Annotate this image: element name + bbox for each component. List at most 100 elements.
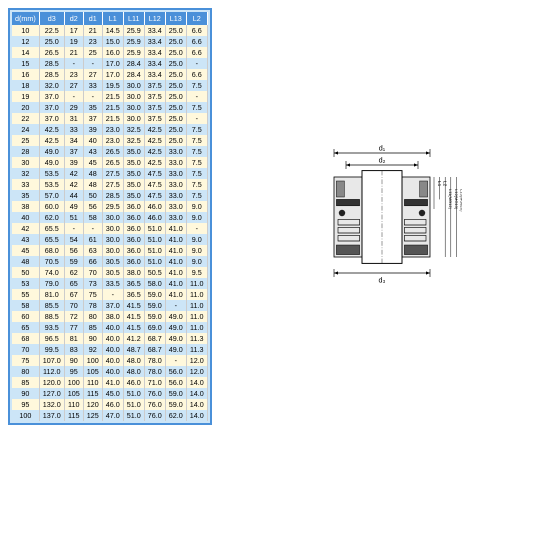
table-cell: 46.0 <box>123 377 144 388</box>
table-cell: 27.5 <box>102 179 123 190</box>
table-cell: 54 <box>64 234 83 245</box>
table-cell: 35.0 <box>123 146 144 157</box>
table-cell: 23.0 <box>102 135 123 146</box>
table-cell: - <box>186 58 207 69</box>
table-cell: 30.0 <box>123 91 144 102</box>
table-cell: 17.0 <box>102 69 123 80</box>
table-cell: 107.0 <box>39 355 64 366</box>
table-cell: 51.0 <box>144 256 165 267</box>
table-cell: 11.3 <box>186 333 207 344</box>
table-row: 1628.5232717.028.433.425.06.6 <box>12 69 207 80</box>
table-cell: 7.5 <box>186 179 207 190</box>
table-cell: 41.5 <box>123 311 144 322</box>
table-cell: 76.0 <box>144 388 165 399</box>
table-cell: 59.0 <box>165 399 186 410</box>
table-cell: 68.0 <box>39 245 64 256</box>
table-cell: 9.0 <box>186 234 207 245</box>
table-cell: 25.0 <box>165 124 186 135</box>
label-d1: d₁ <box>379 143 386 152</box>
table-cell: 65 <box>64 278 83 289</box>
table-cell: 33.4 <box>144 69 165 80</box>
table-cell: 48 <box>83 179 102 190</box>
table-row: 75107.09010040.048.078.0-12.0 <box>12 355 207 366</box>
table-row: 2442.5333923.032.542.525.07.5 <box>12 124 207 135</box>
table-cell: 40 <box>83 135 102 146</box>
label-L2: L2 <box>441 181 447 187</box>
table-cell: 61 <box>83 234 102 245</box>
table-cell: 80 <box>83 311 102 322</box>
table-cell: 48.7 <box>123 344 144 355</box>
table-cell: 37.5 <box>144 102 165 113</box>
table-cell: 36.0 <box>123 212 144 223</box>
table-cell: 110 <box>83 377 102 388</box>
table-cell: 112.0 <box>39 366 64 377</box>
table-cell: 36.0 <box>123 234 144 245</box>
table-cell: 80 <box>12 366 39 377</box>
table-cell: 42.5 <box>144 124 165 135</box>
spec-table: d(mm)d3d2d1L1L11L12L13L2 1022.5172114.52… <box>12 12 208 421</box>
table-cell: 76.0 <box>144 410 165 421</box>
table-row: 6088.5728038.041.559.049.011.0 <box>12 311 207 322</box>
table-cell: 11.0 <box>186 289 207 300</box>
seal-diagram: d₁ d₂ L1 L2 L11(MG12) L12(MG13) <box>222 8 542 425</box>
table-cell: 26.5 <box>39 47 64 58</box>
table-cell: 9.5 <box>186 267 207 278</box>
table-cell: 19 <box>64 36 83 47</box>
table-cell: 95 <box>64 366 83 377</box>
table-cell: 14.0 <box>186 410 207 421</box>
table-cell: 32.5 <box>123 124 144 135</box>
table-cell: 100 <box>64 377 83 388</box>
table-cell: 23 <box>83 36 102 47</box>
table-cell: 58 <box>12 300 39 311</box>
table-cell: 35.0 <box>123 190 144 201</box>
table-cell: 92 <box>83 344 102 355</box>
table-row: 3557.0445028.535.047.533.07.5 <box>12 190 207 201</box>
table-cell: 41.0 <box>165 289 186 300</box>
label-L13: L13(MG820) <box>459 189 462 212</box>
table-cell: 6.6 <box>186 25 207 36</box>
table-cell: 30.0 <box>123 80 144 91</box>
table-cell: 33.0 <box>165 146 186 157</box>
table-cell: 132.0 <box>39 399 64 410</box>
table-cell: 48.0 <box>123 366 144 377</box>
table-cell: 70 <box>64 300 83 311</box>
table-cell: 42 <box>64 179 83 190</box>
table-cell: 48.0 <box>123 355 144 366</box>
table-cell: 21 <box>83 25 102 36</box>
table-row: 6896.5819040.041.268.749.011.3 <box>12 333 207 344</box>
table-cell: 7.5 <box>186 146 207 157</box>
table-cell: 33.0 <box>165 190 186 201</box>
table-row: 2542.5344023.032.542.525.07.5 <box>12 135 207 146</box>
table-cell: 47.5 <box>144 179 165 190</box>
table-cell: 59.0 <box>144 300 165 311</box>
table-cell: 28.4 <box>123 58 144 69</box>
col-header: L12 <box>144 12 165 25</box>
table-cell: 46.0 <box>144 212 165 223</box>
table-cell: 49 <box>64 201 83 212</box>
table-cell: 115 <box>64 410 83 421</box>
table-cell: 23.0 <box>102 124 123 135</box>
table-cell: 51.0 <box>123 399 144 410</box>
table-cell: 51.0 <box>123 410 144 421</box>
table-cell: 33.4 <box>144 25 165 36</box>
col-header: L11 <box>123 12 144 25</box>
table-cell: 36.0 <box>123 245 144 256</box>
table-cell: 46.0 <box>144 201 165 212</box>
table-cell: 37.5 <box>144 80 165 91</box>
table-cell: - <box>165 355 186 366</box>
table-row: 90127.010511545.051.076.059.014.0 <box>12 388 207 399</box>
table-cell: 11.0 <box>186 311 207 322</box>
table-row: 80112.09510540.048.078.056.012.0 <box>12 366 207 377</box>
table-cell: 7.5 <box>186 190 207 201</box>
table-cell: 68.7 <box>144 333 165 344</box>
table-cell: - <box>83 223 102 234</box>
table-cell: 47.0 <box>102 410 123 421</box>
table-cell: 38.0 <box>102 311 123 322</box>
table-cell: 22.5 <box>39 25 64 36</box>
table-cell: 44 <box>64 190 83 201</box>
table-cell: 49.0 <box>39 157 64 168</box>
table-cell: 59.0 <box>165 388 186 399</box>
table-cell: 49.0 <box>165 311 186 322</box>
table-cell: 25 <box>12 135 39 146</box>
table-cell: - <box>186 113 207 124</box>
